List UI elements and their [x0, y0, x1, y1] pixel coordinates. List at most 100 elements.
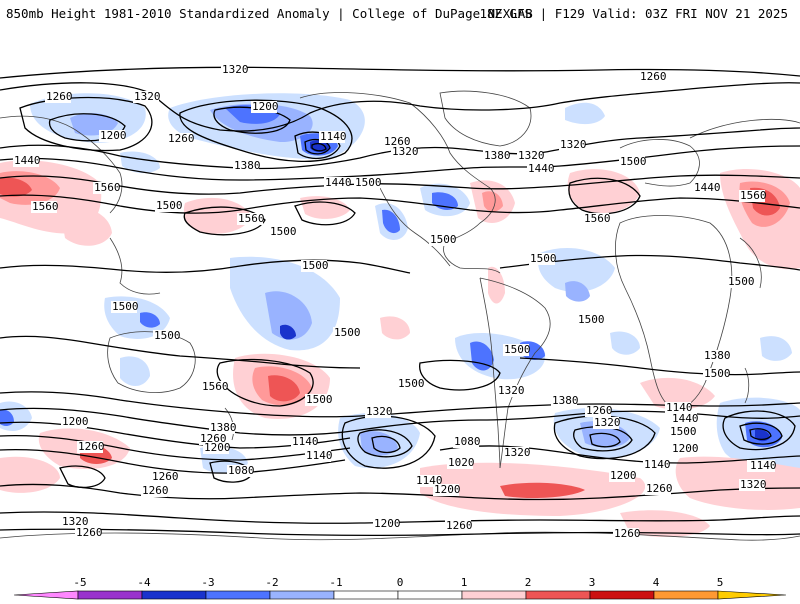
- contour-label: 1320: [518, 149, 545, 162]
- contour-label: 1440: [528, 162, 555, 175]
- contour-label: 1140: [320, 130, 347, 143]
- contour-label: 1500: [302, 259, 329, 272]
- contour-label: 1260: [46, 90, 73, 103]
- coast-south-america-w: [479, 277, 501, 469]
- anomaly-neg-bering: [120, 151, 160, 174]
- contour-label: 1500: [728, 275, 755, 288]
- contour-label: 1500: [112, 300, 139, 313]
- contour-labels: 1320 1260 1320 1200 1260 1200 1260 1140 …: [13, 63, 777, 540]
- colorbar-tick: -1: [329, 576, 343, 589]
- anomaly-neg-us-west-core: [382, 209, 400, 234]
- coast-greenland: [439, 90, 532, 147]
- contour-label: 1380: [552, 394, 579, 407]
- contour-label: 1260: [168, 132, 195, 145]
- anomaly-pos-us-east-core: [482, 191, 503, 212]
- contour-label: 1080: [228, 464, 255, 477]
- contour-label: 1380: [704, 349, 731, 362]
- colorbar-segment-p4: [653, 590, 719, 600]
- contour-label: 1140: [292, 435, 319, 448]
- contour-label: 1140: [750, 459, 777, 472]
- anomaly-neg-atlantic-core: [565, 281, 590, 302]
- colorbar: [0, 572, 800, 600]
- anomaly-pos-s-ocean-e-core: [500, 482, 585, 498]
- anomaly-neg-austral: [120, 356, 150, 386]
- contour-label: 1140: [666, 401, 693, 414]
- colorbar-segment-0a: [333, 590, 399, 600]
- map-title: 850mb Height 1981-2010 Standardized Anom…: [6, 6, 533, 21]
- contour-label: 1500: [620, 155, 647, 168]
- contour-label: 1200: [62, 415, 89, 428]
- colorbar-tick: 4: [652, 576, 660, 589]
- coast-asia: [689, 118, 800, 139]
- contour-label: 1140: [644, 458, 671, 471]
- contour-label: 1260: [586, 404, 613, 417]
- contour-label: 1080: [454, 435, 481, 448]
- contour-label: 1560: [94, 181, 121, 194]
- anomaly-neg-scand: [565, 102, 605, 125]
- coast-europe: [619, 139, 700, 187]
- colorbar-tick: -4: [137, 576, 151, 589]
- contour-label: 1320: [504, 446, 531, 459]
- colorbar-segment-n3: [141, 590, 207, 600]
- height-contours: [0, 66, 800, 537]
- anomaly-pos-chile: [488, 266, 505, 304]
- map-panel[interactable]: 1320 1260 1320 1200 1260 1200 1260 1140 …: [0, 38, 800, 578]
- coast-se-asia: [109, 237, 161, 295]
- colorbar-segment-n2: [205, 590, 271, 600]
- colorbar-segment-n1: [269, 590, 335, 600]
- contour-label: 1500: [270, 225, 297, 238]
- contour-label: 1560: [584, 212, 611, 225]
- contour-label: 1320: [222, 63, 249, 76]
- anomaly-pos-atlantic-n: [567, 169, 640, 213]
- anomaly-pos-antarctic-w: [0, 456, 60, 493]
- contour-label: 1320: [594, 416, 621, 429]
- anomaly-pos-pacific-n1: [183, 197, 252, 234]
- coast-africa: [615, 215, 733, 411]
- anomaly-neg-pacific-deep: [280, 324, 296, 340]
- anomaly-neg-atlantic: [538, 248, 615, 292]
- contour-label: 1320: [62, 515, 89, 528]
- colorbar-segment-p1: [461, 590, 527, 600]
- anomaly-neg-alaska-core: [70, 113, 118, 136]
- contour-label: 1320: [498, 384, 525, 397]
- colorbar-tick: 5: [716, 576, 724, 589]
- contour-label: 1200: [374, 517, 401, 530]
- contour-label: 1500: [154, 329, 181, 342]
- map-svg: 1320 1260 1320 1200 1260 1200 1260 1140 …: [0, 63, 800, 541]
- contour-label: 1320: [740, 478, 767, 491]
- anomaly-neg-indian: [760, 336, 792, 361]
- contour-label: 1440: [694, 181, 721, 194]
- contour-label: 1560: [740, 189, 767, 202]
- contour-label: 1440: [14, 154, 41, 167]
- contour-label: 1320: [392, 145, 419, 158]
- contour-label: 1500: [670, 425, 697, 438]
- contour-label: 1440: [672, 412, 699, 425]
- contour-label: 1260: [614, 527, 641, 540]
- colorbar-segment-0b: [397, 590, 463, 600]
- anomaly-pos-asia-core: [0, 177, 32, 197]
- anomaly-neg-africa: [610, 331, 640, 355]
- colorbar-tick: 2: [524, 576, 532, 589]
- contour-label: 1320: [366, 405, 393, 418]
- colorbar-tick: -5: [73, 576, 87, 589]
- coast-south-america: [479, 277, 551, 469]
- anomaly-pos-china: [60, 206, 112, 246]
- contour-label: 1500: [530, 252, 557, 265]
- coast-asia-west: [0, 115, 123, 214]
- colorbar-svg: [13, 590, 787, 600]
- contour-label: 1560: [238, 212, 265, 225]
- contour-label: 1560: [202, 380, 229, 393]
- colorbar-tick: 3: [588, 576, 596, 589]
- colorbar-tick: 1: [460, 576, 468, 589]
- anomaly-pos-s-indian: [640, 377, 715, 410]
- contour-label: 1380: [210, 421, 237, 434]
- contour-label: 1200: [100, 129, 127, 142]
- contour-label: 1320: [560, 138, 587, 151]
- coast-madagascar: [744, 367, 750, 404]
- contour-label: 1440: [325, 176, 352, 189]
- contour-label: 1500: [156, 199, 183, 212]
- colorbar-segment-p5: [717, 590, 787, 600]
- header: 850mb Height 1981-2010 Standardized Anom…: [0, 0, 800, 28]
- contour-label: 1200: [610, 469, 637, 482]
- contour-label: 1380: [484, 149, 511, 162]
